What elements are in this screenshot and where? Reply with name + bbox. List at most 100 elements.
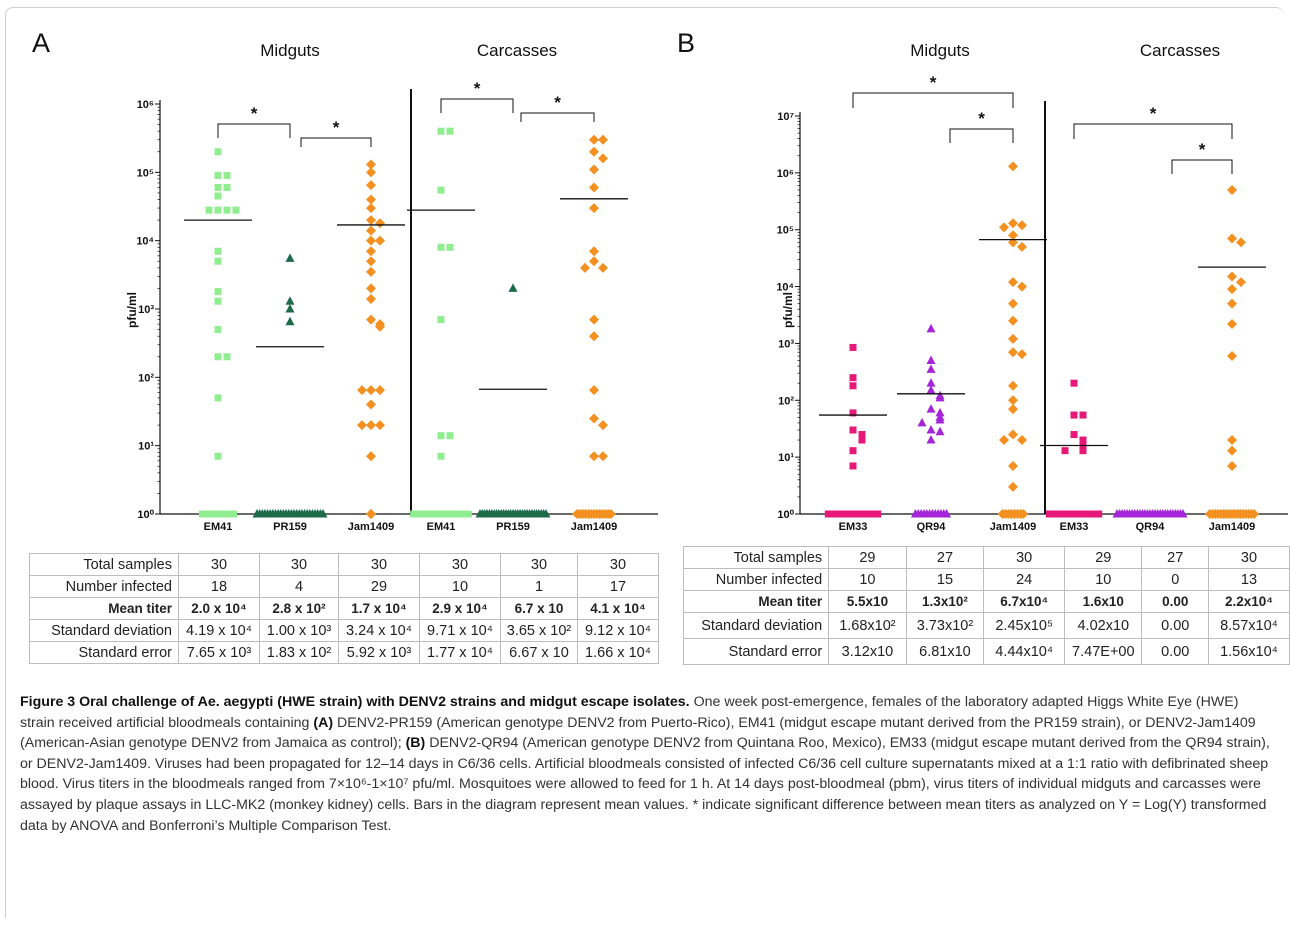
- data-point: [926, 404, 936, 413]
- table-cell: 0.00: [1141, 638, 1209, 665]
- data-point: [598, 153, 608, 164]
- data-point: [366, 509, 376, 519]
- x-tick-label: PR159: [496, 521, 530, 533]
- data-point: [1079, 447, 1087, 455]
- y-tick-label: 10⁷: [777, 111, 794, 123]
- significance-bracket: [217, 123, 291, 138]
- table-cell: 4.44x10⁴: [983, 638, 1066, 665]
- significance-star: *: [554, 93, 561, 112]
- data-point: [849, 409, 857, 417]
- row-label: Total samples: [29, 553, 179, 576]
- data-point: [1018, 509, 1029, 519]
- data-point: [446, 243, 454, 251]
- data-point: [214, 394, 222, 402]
- table-cell: 30: [419, 553, 501, 576]
- data-point: [1095, 510, 1103, 518]
- data-point: [1227, 351, 1237, 362]
- data-point: [366, 215, 376, 226]
- data-point: [1236, 277, 1246, 288]
- data-point: [1008, 347, 1018, 358]
- x-tick-label: EM41: [204, 521, 233, 533]
- data-point: [214, 452, 222, 460]
- table-cell: 27: [1141, 546, 1209, 569]
- row-label: Standard deviation: [29, 619, 179, 642]
- significance-bracket: [520, 112, 595, 122]
- table-cell: 30: [338, 553, 420, 576]
- data-point: [366, 194, 376, 205]
- table-cell: 2.2x10⁴: [1208, 590, 1290, 613]
- caption-title: Figure 3 Oral challenge of Ae. aegypti (…: [20, 694, 690, 710]
- data-point: [858, 436, 866, 444]
- row-label: Standard error: [682, 638, 830, 665]
- data-point: [1008, 298, 1018, 309]
- table-cell: 1.83 x 10²: [259, 641, 339, 664]
- y-tick-label: 10²: [138, 372, 154, 384]
- data-point: [357, 385, 367, 396]
- table-cell: 3.24 x 10⁴: [338, 619, 420, 642]
- table-cell: 30: [259, 553, 339, 576]
- data-point: [375, 385, 385, 396]
- table-row: Mean titer 5.5x10 1.3x10² 6.7x10⁴ 1.6x10 0.00…: [682, 590, 1290, 613]
- data-point: [926, 385, 936, 394]
- table-row: Number infected 18 4 29 10 1 17: [29, 575, 659, 598]
- x-tick-label: EM33: [1060, 521, 1089, 533]
- data-point: [849, 426, 857, 434]
- data-point: [366, 451, 376, 462]
- table-cell: 2.45x10⁵: [983, 612, 1066, 639]
- data-point: [1008, 380, 1018, 391]
- row-label: Mean titer: [682, 590, 830, 613]
- panel-letter: A: [32, 28, 50, 58]
- table-cell: 1: [500, 575, 578, 598]
- y-tick-label: 10³: [138, 304, 154, 316]
- data-point: [1178, 509, 1188, 518]
- table-cell: 30: [983, 546, 1066, 569]
- data-point: [589, 146, 599, 157]
- data-point: [357, 420, 367, 431]
- data-point: [1017, 220, 1027, 231]
- table-cell: 1.77 x 10⁴: [419, 641, 501, 664]
- table-cell: 6.67 x 10: [500, 641, 578, 664]
- table-cell: 1.00 x 10³: [259, 619, 339, 642]
- significance-star: *: [978, 109, 985, 128]
- y-tick-label: 10⁵: [137, 167, 154, 179]
- data-point: [214, 257, 222, 265]
- group-title: Carcasses: [477, 41, 557, 60]
- x-tick-label: PR159: [273, 521, 307, 533]
- table-cell: 3.12x10: [828, 638, 907, 665]
- data-point: [366, 203, 376, 214]
- significance-bracket: [1171, 159, 1233, 174]
- data-point: [223, 171, 231, 179]
- data-point: [598, 420, 608, 431]
- group-title: Midguts: [260, 41, 320, 60]
- data-point: [366, 167, 376, 178]
- table-cell: 5.92 x 10³: [338, 641, 420, 664]
- caption-segment: DENV2-QR94 (American genotype DENV2 from…: [20, 735, 1270, 834]
- figure-frame: [5, 7, 1284, 918]
- data-point: [935, 426, 945, 436]
- y-tick-label: 10¹: [138, 441, 154, 453]
- data-point: [375, 235, 385, 246]
- data-point: [1227, 460, 1237, 471]
- figure-caption: Figure 3 Oral challenge of Ae. aegypti (…: [20, 692, 1275, 836]
- data-point: [589, 413, 599, 424]
- table-cell: 10: [828, 568, 907, 591]
- data-point: [1008, 230, 1018, 241]
- data-point: [214, 183, 222, 191]
- table-row: Standard deviation 4.19 x 10⁴ 1.00 x 10³ 3.…: [29, 619, 659, 642]
- data-point: [849, 382, 857, 390]
- significance-bracket: [949, 128, 1014, 143]
- data-point: [849, 374, 857, 382]
- data-point: [437, 432, 445, 440]
- table-cell: 2.8 x 10²: [259, 597, 339, 620]
- data-point: [446, 432, 454, 440]
- table-cell: 30: [577, 553, 659, 576]
- table-row: Total samples 29 27 30 29 27 30: [682, 546, 1290, 569]
- data-point: [1070, 379, 1078, 387]
- table-cell: 24: [983, 568, 1066, 591]
- table-cell: 1.7 x 10⁴: [338, 597, 420, 620]
- data-point: [508, 283, 518, 292]
- data-point: [1061, 447, 1069, 455]
- y-tick-label: 10³: [778, 338, 794, 350]
- data-point: [214, 148, 222, 156]
- data-point: [437, 452, 445, 460]
